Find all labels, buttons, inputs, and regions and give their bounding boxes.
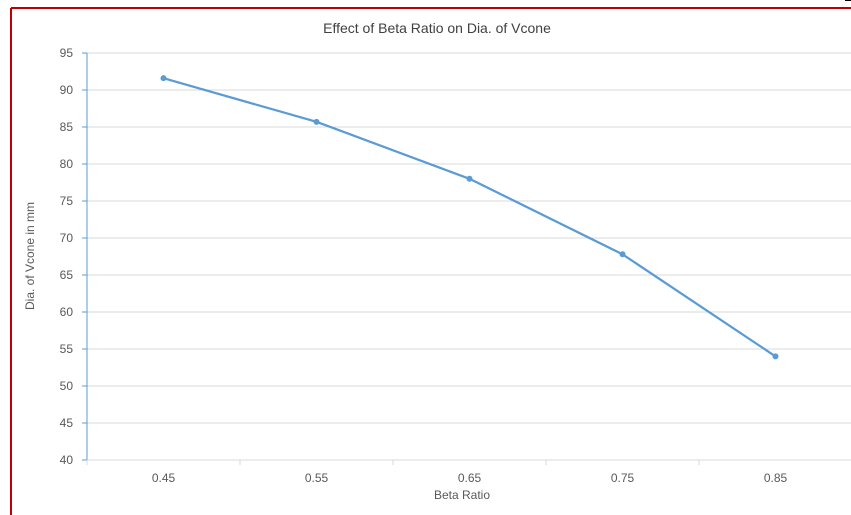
x-tick-label: 0.45 (152, 471, 176, 485)
y-tick-label: 90 (60, 83, 74, 97)
data-point (619, 251, 626, 258)
y-axis-title: Dia. of Vcone in mm (23, 202, 37, 310)
y-tick-label: 55 (60, 342, 74, 356)
y-tick-labels: 95 90 85 80 75 70 65 60 55 50 45 40 (60, 46, 74, 467)
y-tick-label: 45 (60, 416, 74, 430)
gridlines (87, 52, 851, 424)
data-point (772, 353, 779, 360)
x-tick-label: 0.65 (458, 471, 482, 485)
y-tick-label: 60 (60, 305, 74, 319)
data-point (466, 175, 473, 182)
y-tick-label: 70 (60, 231, 74, 245)
data-point (313, 118, 320, 125)
y-tick-label: 95 (60, 46, 74, 60)
x-tick-label: 0.75 (611, 471, 635, 485)
x-tick-label: 0.55 (305, 471, 329, 485)
axes (82, 52, 851, 465)
data-point (160, 75, 167, 82)
y-tick-label: 80 (60, 157, 74, 171)
y-tick-label: 65 (60, 268, 74, 282)
y-tick-label: 75 (60, 194, 74, 208)
x-axis-title: Beta Ratio (434, 488, 490, 502)
x-tick-label: 0.85 (764, 471, 788, 485)
y-tick-label: 40 (60, 453, 74, 467)
x-tick-labels: 0.45 0.55 0.65 0.75 0.85 (152, 471, 788, 485)
chart-title: Effect of Beta Ratio on Dia. of Vcone (323, 20, 551, 36)
y-tick-label: 85 (60, 120, 74, 134)
y-tick-label: 50 (60, 379, 74, 393)
series-group (160, 75, 779, 360)
